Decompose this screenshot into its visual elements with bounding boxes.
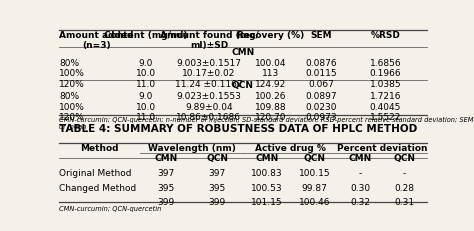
Text: Amount added
(n=3): Amount added (n=3): [59, 31, 134, 50]
Text: %RSD: %RSD: [370, 31, 400, 40]
Text: 0.0876: 0.0876: [305, 59, 337, 68]
Text: 0.0973: 0.0973: [305, 113, 337, 122]
Text: TABLE 4: SUMMARY OF ROBUSTNESS DATA OF HPLC METHOD: TABLE 4: SUMMARY OF ROBUSTNESS DATA OF H…: [59, 124, 418, 134]
Text: 11.0: 11.0: [136, 113, 155, 122]
Text: Recovery (%): Recovery (%): [237, 31, 304, 40]
Text: CMN-curcumin; QCN-quercetin; n-number of injection; SD-standard deviation; RSD-p: CMN-curcumin; QCN-quercetin; n-number of…: [59, 117, 474, 130]
Text: 0.0230: 0.0230: [305, 103, 337, 112]
Text: 397: 397: [157, 169, 174, 178]
Text: 124.92: 124.92: [255, 80, 286, 89]
Text: 80%: 80%: [59, 92, 79, 101]
Text: Amount found (mg/
ml)±SD: Amount found (mg/ ml)±SD: [160, 31, 258, 50]
Text: 100%: 100%: [59, 69, 85, 78]
Text: 9.0: 9.0: [138, 92, 153, 101]
Text: QCN: QCN: [232, 82, 254, 90]
Text: 1.5522: 1.5522: [370, 113, 401, 122]
Text: SEM: SEM: [310, 31, 332, 40]
Text: Active drug %: Active drug %: [255, 144, 326, 153]
Text: 120.70: 120.70: [255, 113, 286, 122]
Text: 1.6856: 1.6856: [369, 59, 401, 68]
Text: 0.30: 0.30: [350, 184, 371, 193]
Text: CMN-curcumin; QCN-quercetin: CMN-curcumin; QCN-quercetin: [59, 206, 162, 212]
Text: 99.87: 99.87: [301, 184, 328, 193]
Text: 9.89±0.04: 9.89±0.04: [185, 103, 233, 112]
Text: 109.88: 109.88: [255, 103, 286, 112]
Text: CMN: CMN: [349, 155, 372, 164]
Text: 9.003±0.1517: 9.003±0.1517: [176, 59, 241, 68]
Text: 0.28: 0.28: [394, 184, 415, 193]
Text: 11.24 ±0.1167: 11.24 ±0.1167: [175, 80, 243, 89]
Text: Changed Method: Changed Method: [59, 184, 137, 193]
Text: 101.15: 101.15: [251, 198, 283, 207]
Text: 10.0: 10.0: [136, 69, 155, 78]
Text: 113: 113: [262, 69, 279, 78]
Text: 100.15: 100.15: [299, 169, 330, 178]
Text: 399: 399: [209, 198, 226, 207]
Text: Method: Method: [81, 144, 119, 153]
Text: 11.0: 11.0: [136, 80, 155, 89]
Text: 10.0: 10.0: [136, 103, 155, 112]
Text: 399: 399: [157, 198, 174, 207]
Text: 395: 395: [209, 184, 226, 193]
Text: Percent deviation: Percent deviation: [337, 144, 428, 153]
Text: -: -: [359, 169, 362, 178]
Text: CMN: CMN: [231, 48, 255, 57]
Text: Original Method: Original Method: [59, 169, 132, 178]
Text: 9.023±0.1553: 9.023±0.1553: [176, 92, 241, 101]
Text: CMN: CMN: [255, 155, 278, 164]
Text: Content (mg/ml): Content (mg/ml): [104, 31, 187, 40]
Text: 100.04: 100.04: [255, 59, 286, 68]
Text: 395: 395: [157, 184, 174, 193]
Text: CMN: CMN: [154, 155, 177, 164]
Text: 120%: 120%: [59, 80, 85, 89]
Text: 1.0385: 1.0385: [369, 80, 401, 89]
Text: 0.1966: 0.1966: [369, 69, 401, 78]
Text: 9.0: 9.0: [138, 59, 153, 68]
Text: 80%: 80%: [59, 59, 79, 68]
Text: 100.26: 100.26: [255, 92, 286, 101]
Text: 0.4045: 0.4045: [370, 103, 401, 112]
Text: 0.0115: 0.0115: [305, 69, 337, 78]
Text: -: -: [403, 169, 406, 178]
Text: 100.83: 100.83: [251, 169, 283, 178]
Text: 120%: 120%: [59, 113, 85, 122]
Text: 0.32: 0.32: [350, 198, 371, 207]
Text: QCN: QCN: [303, 155, 326, 164]
Text: Wavelength (nm): Wavelength (nm): [147, 144, 236, 153]
Text: 100.46: 100.46: [299, 198, 330, 207]
Text: 1.7216: 1.7216: [370, 92, 401, 101]
Text: QCN: QCN: [393, 155, 416, 164]
Text: 0.067: 0.067: [308, 80, 334, 89]
Text: 100.53: 100.53: [251, 184, 283, 193]
Text: 0.31: 0.31: [394, 198, 415, 207]
Text: 397: 397: [209, 169, 226, 178]
Text: 10.86±0.1686: 10.86±0.1686: [176, 113, 241, 122]
Text: 100%: 100%: [59, 103, 85, 112]
Text: 10.17±0.02: 10.17±0.02: [182, 69, 236, 78]
Text: 0.0897: 0.0897: [305, 92, 337, 101]
Text: QCN: QCN: [206, 155, 228, 164]
